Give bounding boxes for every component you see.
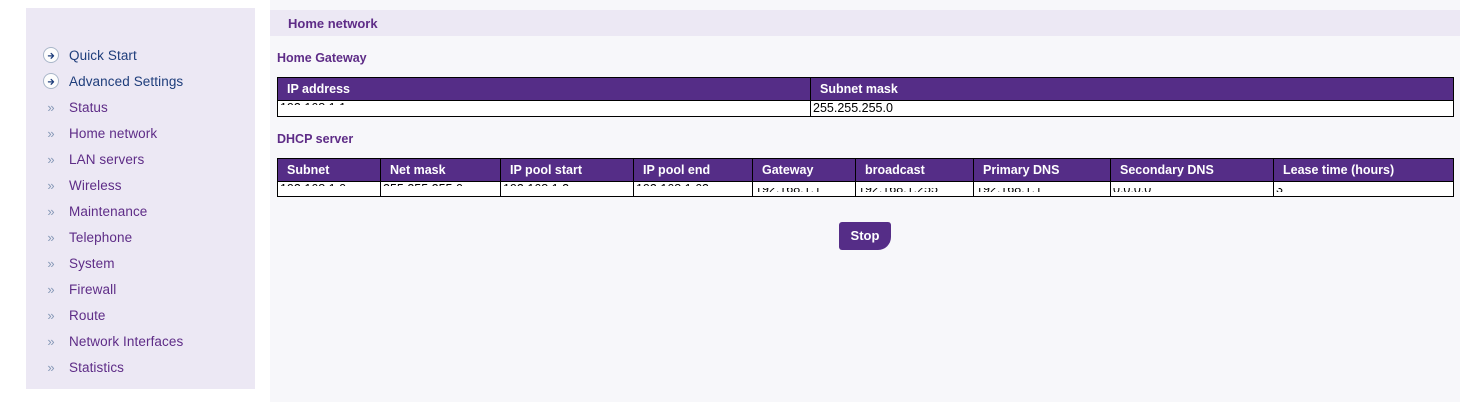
- sidebar-item-advanced-settings[interactable]: Advanced Settings: [26, 68, 255, 94]
- arrow-circle-icon: [43, 47, 59, 63]
- sidebar-item-statistics[interactable]: » Statistics: [26, 354, 255, 380]
- dhcp-header-row: Subnet Net mask IP pool start IP pool en…: [277, 158, 1454, 182]
- dhcp-secondary-dns-cell: 0.0.0.0: [1110, 181, 1274, 197]
- double-chevron-icon: »: [47, 281, 55, 297]
- dhcp-col-lease-time: Lease time (hours): [1273, 158, 1454, 182]
- double-chevron-icon: »: [47, 203, 55, 219]
- home-gateway-section-label: Home Gateway: [277, 51, 367, 65]
- dhcp-lease-time-cell: 3: [1273, 181, 1454, 197]
- sidebar-item-label: Status: [69, 99, 108, 115]
- sidebar-item-label: Quick Start: [69, 47, 137, 63]
- double-chevron-icon: »: [47, 99, 55, 115]
- sidebar-item-home-network[interactable]: » Home network: [26, 120, 255, 146]
- hg-subnet-mask-value: 255.255.255.0: [813, 101, 893, 116]
- hg-col-ip-address: IP address: [277, 77, 811, 101]
- dhcp-lease-time-value: 3: [1276, 182, 1283, 196]
- dhcp-gateway-cell: 192.168.1.1: [752, 181, 856, 197]
- double-chevron-icon: »: [47, 359, 55, 375]
- sidebar-item-firewall[interactable]: » Firewall: [26, 276, 255, 302]
- sidebar-item-label: Advanced Settings: [69, 73, 184, 89]
- dhcp-ip-pool-start-cell: 192.168.1.2: [500, 181, 634, 197]
- sidebar-item-telephone[interactable]: » Telephone: [26, 224, 255, 250]
- button-row: Stop: [270, 222, 1460, 250]
- sidebar-item-maintenance[interactable]: » Maintenance: [26, 198, 255, 224]
- hg-ip-address-value: 192.168.1.1: [280, 101, 347, 116]
- dhcp-subnet-cell: 192.168.1.0: [277, 181, 381, 197]
- dhcp-col-subnet: Subnet: [277, 158, 381, 182]
- dhcp-ip-pool-end-cell: 192.168.1.63: [633, 181, 753, 197]
- dhcp-net-mask-value: 255.255.255.0: [383, 182, 463, 196]
- sidebar: Quick Start Advanced Settings » Status »…: [26, 8, 255, 389]
- double-chevron-icon: »: [47, 255, 55, 271]
- dhcp-col-primary-dns: Primary DNS: [973, 158, 1111, 182]
- dhcp-col-secondary-dns: Secondary DNS: [1110, 158, 1274, 182]
- dhcp-primary-dns-value: 192.168.1.1: [976, 182, 1043, 196]
- hg-col-subnet-mask: Subnet mask: [810, 77, 1454, 101]
- double-chevron-icon: »: [47, 229, 55, 245]
- sidebar-item-lan-servers[interactable]: » LAN servers: [26, 146, 255, 172]
- double-chevron-icon: »: [47, 151, 55, 167]
- dhcp-col-ip-pool-end: IP pool end: [633, 158, 753, 182]
- sidebar-item-label: Firewall: [69, 281, 117, 297]
- stop-button[interactable]: Stop: [838, 222, 892, 250]
- dhcp-server-table: Subnet Net mask IP pool start IP pool en…: [277, 158, 1454, 197]
- dhcp-primary-dns-cell: 192.168.1.1: [973, 181, 1111, 197]
- sidebar-item-label: Statistics: [69, 359, 125, 375]
- dhcp-secondary-dns-value: 0.0.0.0: [1113, 182, 1152, 196]
- sidebar-item-status[interactable]: » Status: [26, 94, 255, 120]
- sidebar-item-wireless[interactable]: » Wireless: [26, 172, 255, 198]
- dhcp-broadcast-cell: 192.168.1.255: [855, 181, 974, 197]
- dhcp-col-broadcast: broadcast: [855, 158, 974, 182]
- dhcp-col-ip-pool-start: IP pool start: [500, 158, 634, 182]
- dhcp-ip-pool-start-value: 192.168.1.2: [503, 182, 570, 196]
- dhcp-data-row: 192.168.1.0 255.255.255.0 192.168.1.2 19…: [277, 181, 1454, 197]
- dhcp-server-section-label: DHCP server: [277, 132, 354, 146]
- page-title: Home network: [288, 15, 378, 31]
- sidebar-item-label: LAN servers: [69, 151, 145, 167]
- sidebar-item-label: Network Interfaces: [69, 333, 184, 349]
- home-gateway-header-row: IP address Subnet mask: [277, 77, 1454, 101]
- main-content: Home network Home Gateway IP address Sub…: [270, 0, 1460, 402]
- sidebar-item-label: Wireless: [69, 177, 122, 193]
- sidebar-item-system[interactable]: » System: [26, 250, 255, 276]
- hg-subnet-mask-cell: 255.255.255.0: [810, 100, 1454, 117]
- double-chevron-icon: »: [47, 307, 55, 323]
- hg-ip-address-cell: 192.168.1.1: [277, 100, 811, 117]
- sidebar-item-quick-start[interactable]: Quick Start: [26, 42, 255, 68]
- dhcp-subnet-value: 192.168.1.0: [280, 182, 347, 196]
- double-chevron-icon: »: [47, 125, 55, 141]
- sidebar-item-label: Route: [69, 307, 106, 323]
- dhcp-col-gateway: Gateway: [752, 158, 856, 182]
- double-chevron-icon: »: [47, 333, 55, 349]
- dhcp-net-mask-cell: 255.255.255.0: [380, 181, 501, 197]
- home-gateway-table: IP address Subnet mask 192.168.1.1 255.2…: [277, 77, 1454, 117]
- sidebar-item-label: System: [69, 255, 115, 271]
- home-gateway-data-row: 192.168.1.1 255.255.255.0: [277, 100, 1454, 117]
- dhcp-ip-pool-end-value: 192.168.1.63: [636, 182, 709, 196]
- sidebar-item-route[interactable]: » Route: [26, 302, 255, 328]
- sidebar-item-label: Maintenance: [69, 203, 148, 219]
- dhcp-broadcast-value: 192.168.1.255: [858, 182, 938, 196]
- sidebar-item-label: Telephone: [69, 229, 133, 245]
- dhcp-col-net-mask: Net mask: [380, 158, 501, 182]
- double-chevron-icon: »: [47, 177, 55, 193]
- sidebar-item-label: Home network: [69, 125, 158, 141]
- page-header-bar: Home network: [270, 10, 1460, 36]
- dhcp-gateway-value: 192.168.1.1: [755, 182, 822, 196]
- arrow-circle-icon: [43, 73, 59, 89]
- sidebar-item-network-interfaces[interactable]: » Network Interfaces: [26, 328, 255, 354]
